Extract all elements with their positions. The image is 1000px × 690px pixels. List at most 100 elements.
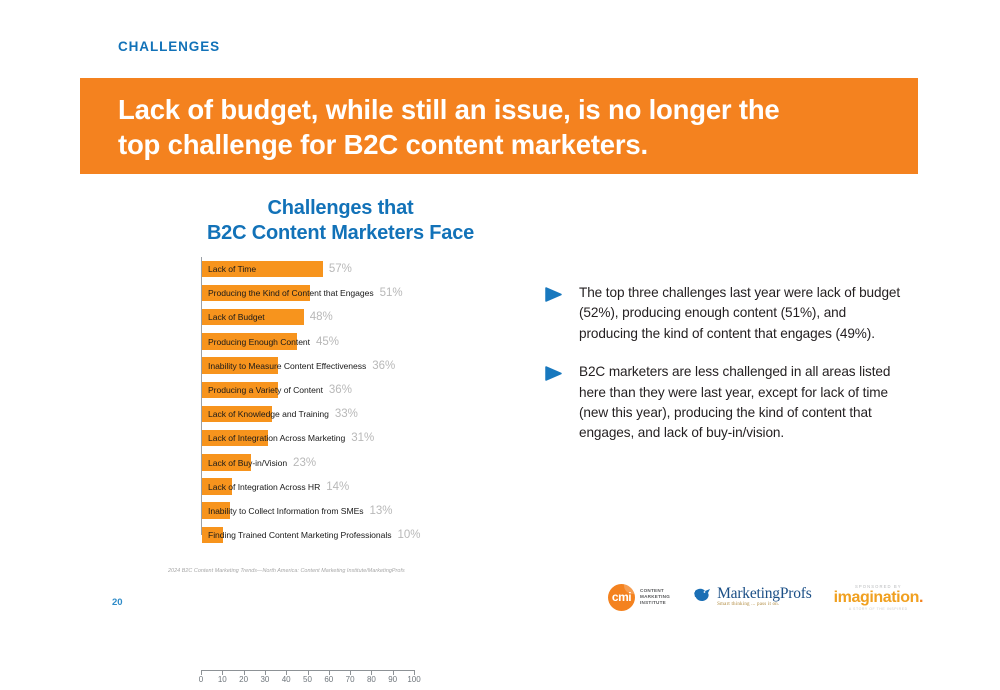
x-axis-tick [222,670,224,675]
bar [202,454,251,471]
bar [202,260,323,278]
bar-value-label: 36% [372,359,396,372]
bar-category-label: Lack of Integration Across Marketing [208,433,346,444]
imagination-name: imagination. [833,588,924,606]
bar-category-label: Lack of Buy-in/Vision [208,457,288,468]
bar-row: Lack of Budget 48% [201,305,413,329]
chart-title: Challenges that B2C Content Marketers Fa… [168,196,513,245]
bar-row: Lack of Time 57% [201,257,413,281]
x-axis-tick-label: 100 [407,675,421,684]
headline-line-1: Lack of budget, while still an issue, is… [118,94,780,125]
bar [202,308,304,326]
bar-value-label: 45% [316,335,340,348]
cmi-wordmark: CONTENT MARKETING INSTITUTE [640,588,670,606]
bar-value-label: 23% [293,456,317,469]
logo-content-marketing-institute: cmi CONTENT MARKETING INSTITUTE [608,583,670,611]
imagination-subline: A STORY OF THE INSPIRED [848,606,908,611]
bar-value-label: 14% [326,480,350,493]
x-axis-tick [286,670,288,675]
x-axis-tick [414,670,415,675]
x-axis-tick [307,670,309,675]
x-axis-tick-label: 90 [388,675,398,684]
bar-value-label: 10% [397,529,421,542]
bar-category-label: Producing the Kind of Content that Engag… [208,288,374,299]
x-axis-tick-label: 70 [345,675,355,684]
triangle-right-icon [545,366,566,386]
marketingprofs-name: MarketingProfs [717,585,812,602]
logo-imagination: SPONSORED BY imagination. A STORY OF THE… [833,583,924,611]
bar-category-label: Lack of Time [208,264,257,275]
imagination-wordmark: SPONSORED BY imagination. A STORY OF THE… [833,583,924,611]
bar-category-label: Inability to Measure Content Effectivene… [208,360,367,371]
headline-line-2: top challenge for B2C content marketers. [118,129,648,160]
bar-row: Lack of Integration Across HR 14% [201,475,413,499]
bar-category-label: Producing a Variety of Content [208,385,323,396]
cmi-line-2: MARKETING [640,594,671,599]
bar-row: Finding Trained Content Marketing Profes… [201,523,421,547]
bar-category-label: Lack of Budget [208,312,265,323]
bar [202,333,298,350]
chart-title-line-1: Challenges that [267,197,414,219]
bar-row: Producing Enough Content 45% [201,330,413,354]
bar-value-label: 51% [379,287,403,300]
x-axis-tick-label: 10 [217,675,227,684]
bar [202,526,224,544]
insight-bullet-list: The top three challenges last year were … [545,283,905,462]
x-axis-tick-label: 20 [239,675,249,684]
bar [202,381,279,399]
marketingprofs-tagline: Smart thinking ... pass it on. [717,602,780,607]
sponsored-by-label: SPONSORED BY [854,583,902,589]
x-axis-tick-label: 60 [324,675,334,684]
bar-chart-plot: Lack of Time 57% Producing the Kind of Con… [201,257,421,544]
chart-container: Challenges that B2C Content Marketers Fa… [168,196,513,684]
x-axis-tick [371,670,373,675]
x-axis-tick-label: 0 [198,675,204,684]
bar [202,284,311,302]
insight-bullet: The top three challenges last year were … [545,283,905,344]
bar-rows: Lack of Time 57% Producing the Kind of Con… [201,257,421,544]
bar-row: Producing the Kind of Content that Engag… [201,281,413,305]
headline-banner: Lack of budget, while still an issue, is… [80,78,918,174]
cmi-line-3: INSTITUTE [640,600,666,605]
bar-row: Inability to Collect Information from SM… [201,499,413,523]
insight-bullet-text: B2C marketers are less challenged in all… [579,364,891,441]
bar-row: Inability to Measure Content Effectivene… [201,354,413,378]
logo-marketingprofs: MarketingProfs Smart thinking ... pass i… [692,584,812,611]
page-number: 20 [112,597,123,608]
x-axis-tick-label: 50 [303,675,312,684]
bar [202,429,268,447]
marketingprofs-wordmark: MarketingProfs Smart thinking ... pass i… [717,586,812,608]
x-axis-tick [201,670,202,675]
x-axis-tick-label: 80 [366,675,376,684]
triangle-right-icon [545,287,566,307]
bar-row: Producing a Variety of Content 36% [201,378,413,402]
insight-bullet-text: The top three challenges last year were … [579,285,901,341]
bar-row: Lack of Buy-in/Vision 23% [201,451,413,475]
y-axis-line [201,257,202,535]
bar-value-label: 33% [334,408,358,421]
x-axis-tick [264,670,266,675]
x-axis: 0 10 20 30 40 50 60 70 80 90 100 [198,670,421,690]
bar-value-label: 31% [351,432,375,445]
bar-category-label: Finding Trained Content Marketing Profes… [208,530,392,541]
x-axis-tick [350,670,352,675]
bar-value-label: 57% [328,263,352,276]
bar-row: Lack of Knowledge and Training 33% [201,402,413,426]
cmi-circle-icon: cmi [608,583,635,611]
footer-logos: cmi CONTENT MARKETING INSTITUTE Marketin… [608,578,923,616]
bar-value-label: 13% [369,504,393,517]
x-axis-tick [243,670,245,675]
bar-category-label: Producing Enough Content [208,336,311,347]
bar-category-label: Lack of Integration Across HR [208,481,321,492]
insight-bullet: B2C marketers are less challenged in all… [545,362,905,444]
bar-value-label: 36% [328,384,352,397]
bar-row: Lack of Integration Across Marketing 31% [201,426,413,450]
bar [202,502,230,519]
bird-icon [692,584,714,611]
x-axis-tick-label: 30 [260,675,270,684]
bar [202,357,279,374]
x-axis-tick [392,670,394,675]
bar-category-label: Inability to Collect Information from SM… [208,505,364,516]
cmi-line-1: CONTENT [640,588,664,593]
chart-source-note: 2024 B2C Content Marketing Trends—North … [168,568,405,574]
